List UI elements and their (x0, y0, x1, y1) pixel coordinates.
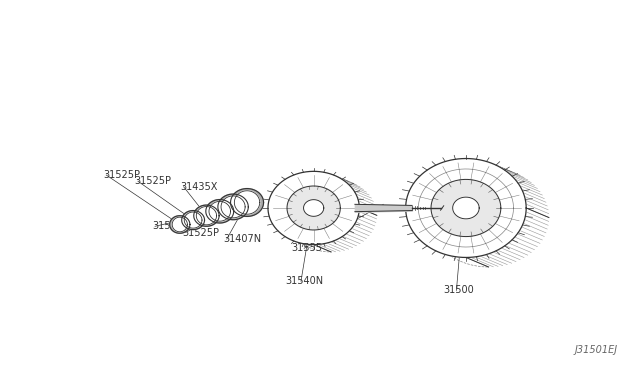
Polygon shape (172, 217, 188, 232)
Text: 31500: 31500 (444, 285, 474, 295)
Text: 31525P: 31525P (152, 221, 189, 231)
Text: 31435X: 31435X (180, 182, 218, 192)
Text: 31525P: 31525P (182, 228, 220, 238)
Polygon shape (196, 206, 216, 225)
Polygon shape (218, 194, 248, 220)
Polygon shape (206, 199, 234, 223)
Polygon shape (194, 205, 219, 226)
Polygon shape (287, 186, 340, 230)
Polygon shape (406, 158, 526, 257)
Polygon shape (234, 191, 260, 214)
Text: 31525P: 31525P (135, 176, 172, 186)
Polygon shape (452, 197, 479, 219)
Polygon shape (230, 189, 264, 217)
Polygon shape (431, 179, 501, 237)
Polygon shape (303, 200, 324, 217)
Polygon shape (182, 211, 205, 230)
Text: 31407N: 31407N (223, 234, 262, 244)
Text: J31501EJ: J31501EJ (575, 344, 618, 355)
Text: 31525P: 31525P (103, 170, 140, 180)
Text: 31540N: 31540N (285, 276, 323, 286)
Text: 31555: 31555 (291, 243, 323, 253)
Polygon shape (268, 171, 359, 245)
Polygon shape (209, 201, 230, 221)
Polygon shape (221, 196, 245, 218)
Polygon shape (170, 216, 190, 233)
Polygon shape (184, 212, 202, 228)
